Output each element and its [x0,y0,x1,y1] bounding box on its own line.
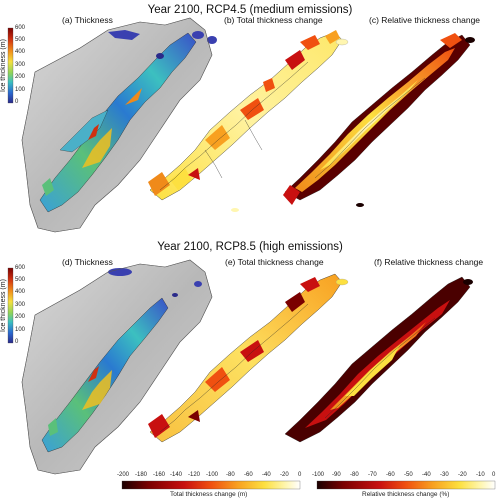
total-change-colorbar-title: Total thickness change (m) [170,491,248,498]
panel-label-b: (b) Total thickness change [224,15,323,25]
panel-label-c: (c) Relative thickness change [369,15,481,25]
thickness-colorbar-top [7,27,14,104]
panel-label-a: (a) Thickness [62,15,113,25]
total-change-colorbar [121,480,301,490]
panel-label-f: (f) Relative thickness change [374,257,484,267]
thickness-colorbar-title-bottom: Ice thickness (m) [0,279,7,332]
panel-label-d: (d) Thickness [62,257,113,267]
map-total-change-rcp45 [148,30,349,212]
thickness-colorbar-title-top: Ice thickness (m) [0,39,7,92]
row-title-rcp45: Year 2100, RCP4.5 (medium emissions) [147,4,353,16]
panel-label-e: (e) Total thickness change [225,257,324,267]
map-relative-change-rcp85 [284,276,473,443]
map-relative-change-rcp45 [283,33,475,207]
map-thickness-rcp85 [21,259,213,475]
relative-change-colorbar-title: Relative thickness change (%) [362,491,450,498]
relative-change-colorbar [316,480,496,490]
row-title-rcp85: Year 2100, RCP8.5 (high emissions) [157,241,343,253]
thickness-colorbar-bottom [7,267,14,344]
map-total-change-rcp85 [148,273,349,443]
map-thickness-rcp45 [21,17,217,233]
